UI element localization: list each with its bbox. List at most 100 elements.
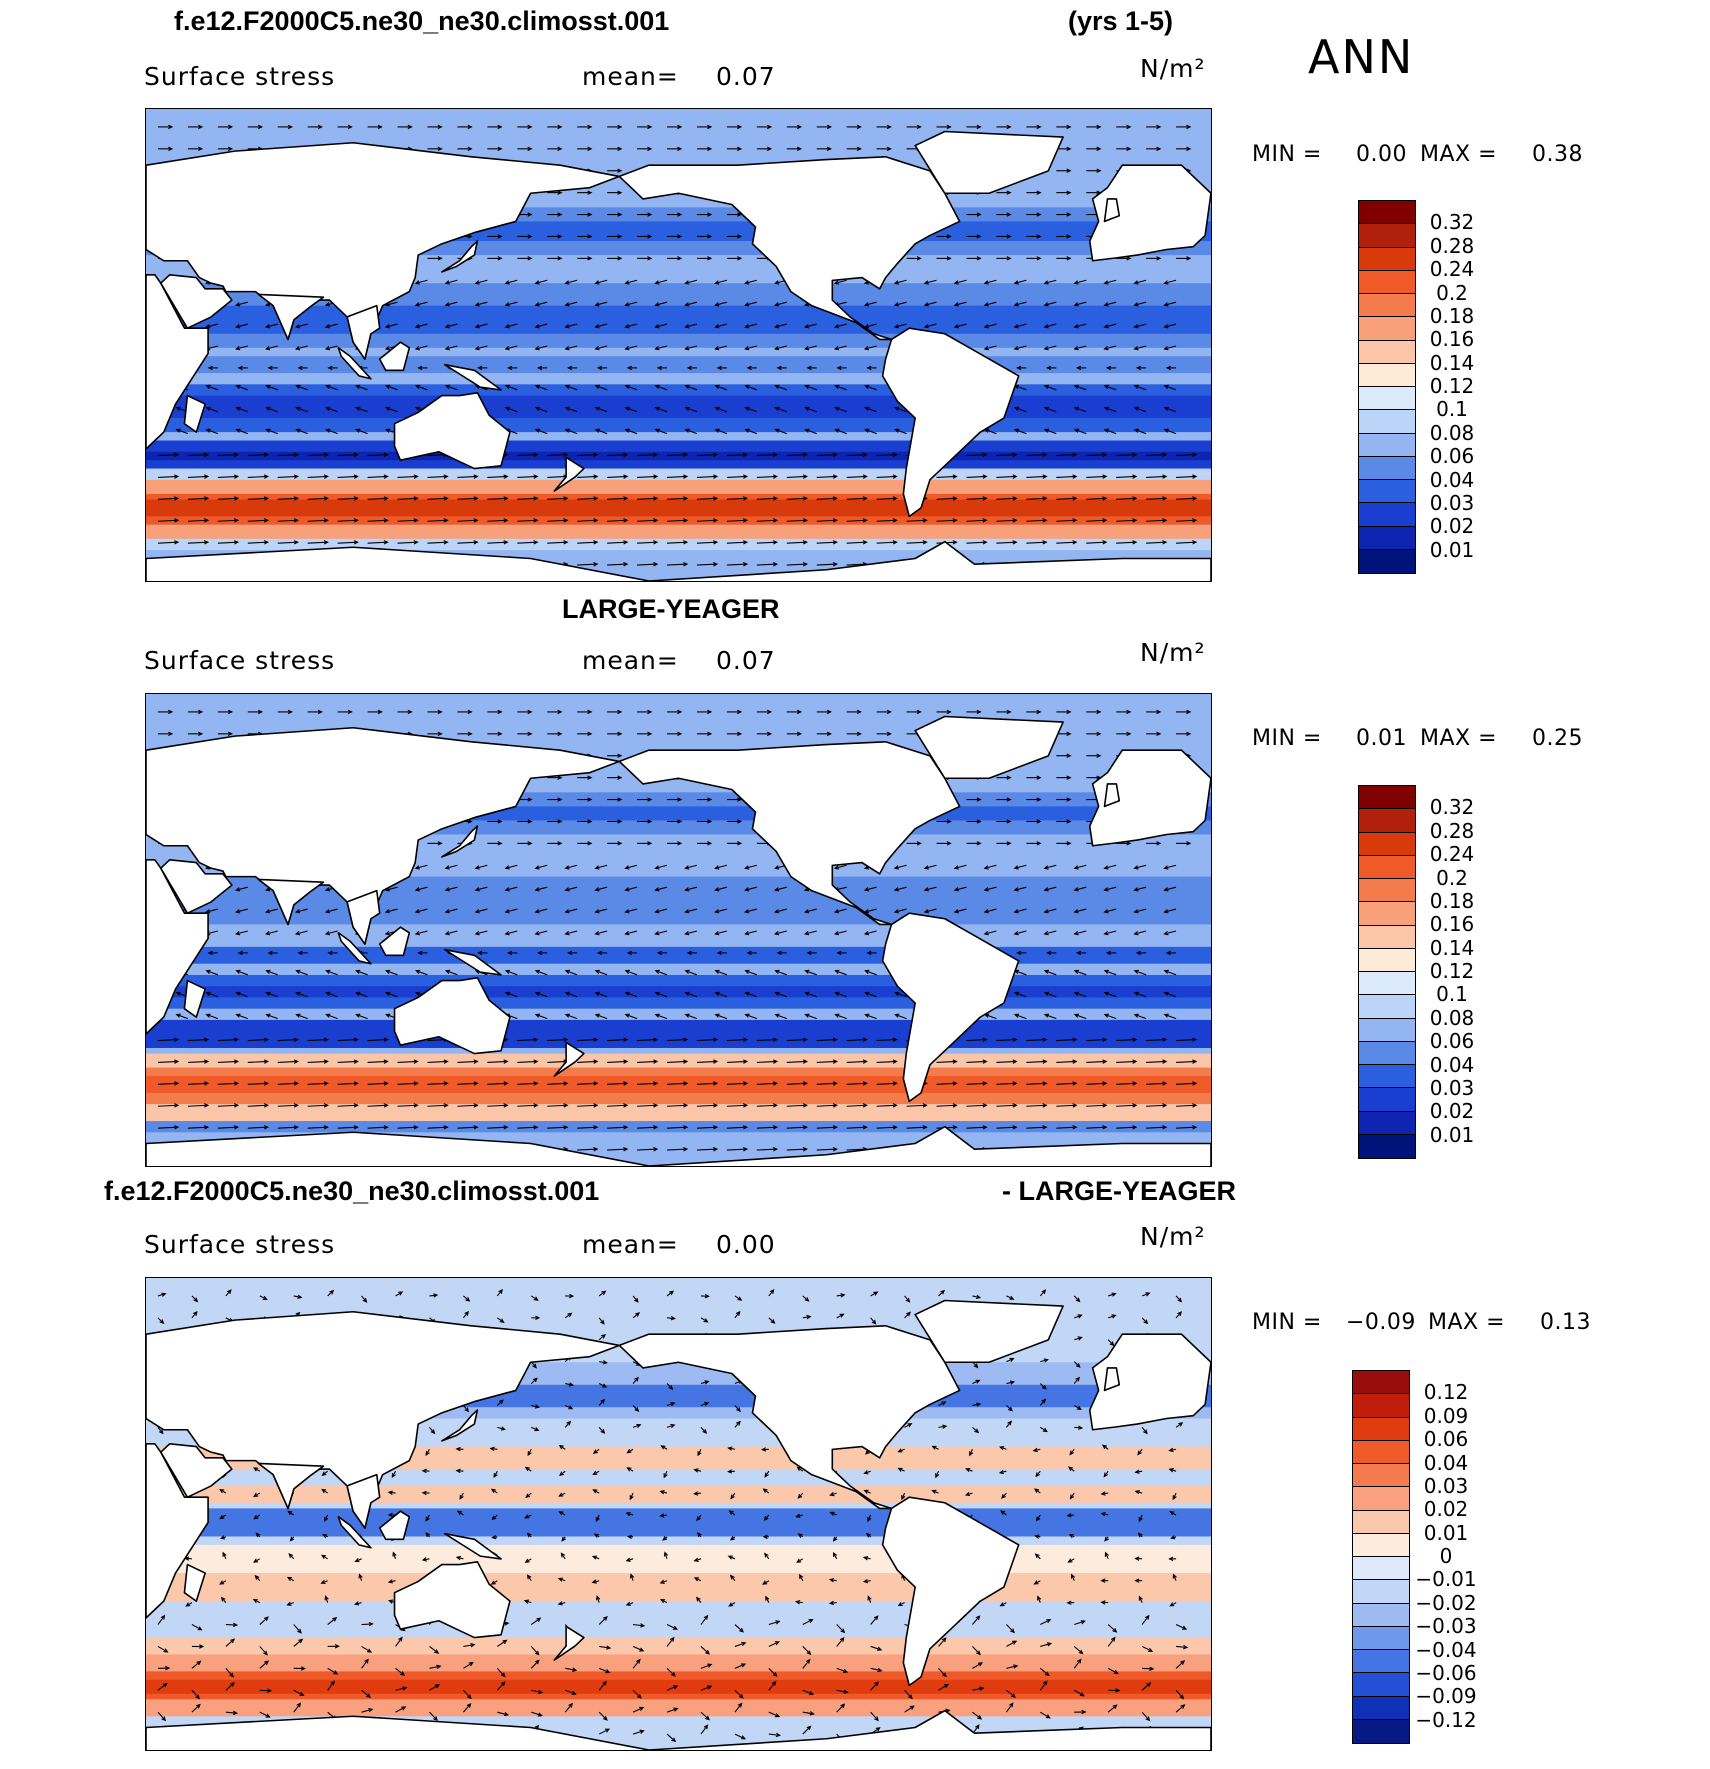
stress-vector — [726, 1038, 747, 1042]
colorbar-tick-label: 0.32 — [1429, 210, 1475, 235]
stress-vector-head — [1132, 1081, 1138, 1086]
stress-vector-head — [1073, 324, 1079, 329]
stress-band — [146, 1654, 1211, 1672]
stress-vector-head — [684, 1013, 690, 1018]
stress-vector-head — [707, 1685, 713, 1690]
stress-vector-head — [1162, 540, 1168, 545]
stress-vector-head — [327, 365, 333, 371]
stress-vector-head — [684, 345, 690, 351]
stress-vector — [535, 886, 548, 891]
stress-vector-head — [467, 234, 473, 239]
stress-vector — [1134, 429, 1147, 435]
stress-vector-head — [1177, 1311, 1182, 1317]
stress-vector-head — [1163, 324, 1169, 329]
stress-vector — [337, 1060, 358, 1063]
stress-vector — [457, 541, 478, 544]
stress-vector — [745, 970, 758, 976]
colorbar-cell — [1359, 1088, 1415, 1112]
land-seasia — [346, 304, 381, 360]
stress-vector-head — [591, 1579, 597, 1584]
stress-vector — [1116, 1104, 1137, 1107]
stress-vector — [1014, 908, 1027, 913]
stress-vector-head — [265, 406, 271, 411]
stress-vector — [1176, 497, 1197, 500]
stress-vector — [547, 453, 568, 457]
stress-vector — [535, 407, 548, 413]
colorbar-cell — [1353, 1394, 1409, 1418]
stress-vector — [397, 519, 418, 522]
stress-vector — [1006, 1689, 1016, 1698]
stress-vector — [565, 1014, 578, 1020]
stress-vector-head — [1043, 428, 1050, 433]
stress-vector — [1074, 1314, 1082, 1319]
stress-vector — [1074, 1620, 1085, 1626]
stress-vector-head — [383, 518, 389, 523]
stress-vector — [972, 1403, 981, 1406]
stress-vector — [157, 453, 178, 457]
stress-vector-head — [1192, 1103, 1198, 1108]
stress-vector-head — [383, 1037, 389, 1042]
stress-vector-head — [803, 345, 810, 351]
stress-vector — [864, 908, 877, 913]
stress-vector-head — [323, 1081, 329, 1086]
stress-vector-head — [1043, 887, 1049, 892]
stress-vector — [805, 970, 817, 976]
stress-vector — [756, 453, 777, 457]
stress-vector — [530, 1646, 540, 1655]
stress-vector — [247, 1060, 268, 1063]
stress-vector — [1005, 1421, 1012, 1428]
panel-1-units: N/m² — [1140, 54, 1206, 83]
stress-vector-head — [467, 146, 473, 152]
stress-vector — [836, 1637, 845, 1647]
stress-vector-head — [683, 474, 689, 479]
stress-vector-head — [804, 1297, 810, 1302]
stress-vector — [1164, 992, 1177, 998]
stress-vector-head — [683, 518, 689, 523]
stress-vector-head — [653, 452, 659, 457]
stress-vector — [1044, 385, 1057, 391]
stress-vector-head — [1043, 1358, 1049, 1363]
stress-vector — [595, 345, 608, 350]
stress-vector — [802, 1689, 814, 1695]
stress-vector-head — [325, 406, 331, 411]
stress-vector — [972, 1662, 983, 1669]
stress-vector-head — [1013, 428, 1020, 433]
stress-vector — [607, 563, 628, 566]
panel-3-units: N/m² — [1140, 1222, 1206, 1251]
stress-vector-head — [174, 1059, 180, 1064]
stress-vector — [445, 864, 458, 869]
stress-vector — [870, 1645, 882, 1651]
stress-vector-head — [677, 256, 683, 261]
stress-vector — [802, 1659, 811, 1669]
stress-vector — [1026, 475, 1047, 478]
stress-vector — [966, 1038, 987, 1042]
stress-vector — [1134, 970, 1147, 976]
stress-vector-head — [1043, 324, 1049, 329]
stress-band — [146, 1601, 1211, 1638]
stress-vector-head — [713, 496, 719, 501]
stress-vector-head — [1042, 474, 1048, 479]
stress-vector — [395, 1637, 403, 1647]
stress-vector-head — [300, 1666, 306, 1671]
stress-vector — [187, 1126, 208, 1129]
stress-vector-head — [802, 452, 809, 457]
stress-vector-head — [1163, 280, 1169, 285]
stress-vector-head — [834, 428, 840, 433]
stress-vector-head — [873, 1615, 879, 1621]
stress-vector — [846, 1148, 867, 1151]
land-namerica — [618, 156, 961, 341]
colorbar-cell — [1359, 340, 1415, 364]
stress-vector — [505, 908, 518, 913]
stress-vector — [1164, 323, 1177, 328]
stress-vector-head — [983, 280, 989, 285]
colorbar-cell — [1359, 317, 1415, 341]
stress-vector-head — [1078, 1425, 1084, 1430]
stress-vector — [836, 1624, 845, 1633]
stress-vector-head — [976, 797, 982, 802]
stress-vector-head — [697, 1532, 702, 1538]
stress-vector-head — [832, 1103, 838, 1108]
colorbar-tick-label: 0.02 — [1423, 1497, 1469, 1522]
stress-vector-head — [443, 518, 449, 523]
stress-vector-head — [744, 280, 750, 285]
stress-vector-head — [323, 540, 329, 545]
